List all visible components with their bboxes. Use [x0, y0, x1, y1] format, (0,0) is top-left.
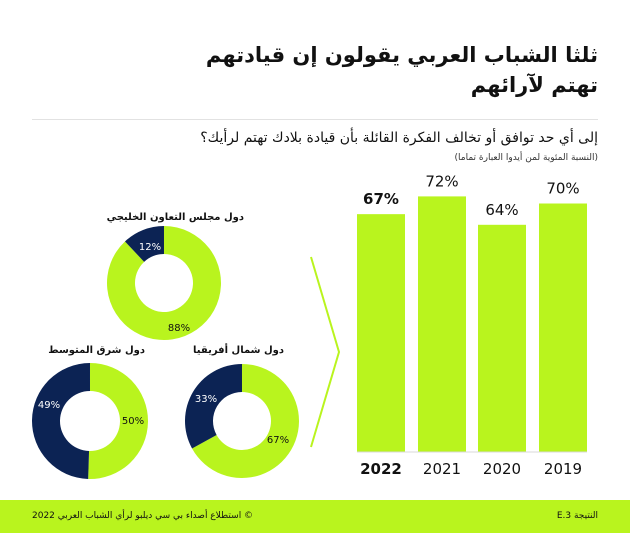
donut-title-levant: دول شرق المتوسط — [48, 345, 145, 356]
donut-title-gcc: دول مجلس التعاون الخليجي — [106, 212, 244, 223]
survey-question: إلى أي حد توافق أو تخالف الفكرة القائلة … — [200, 130, 598, 146]
donut-segment-north-africa-lime — [192, 364, 299, 478]
title-line-1: ثلثا الشباب العربي يقولون إن قيادتهم — [205, 43, 598, 67]
bar-value-label-2019: 70% — [546, 180, 579, 198]
bar-value-label-2022: 67% — [363, 190, 399, 208]
donut-value-label-levant-lime: 50% — [122, 416, 144, 427]
donut-segment-gcc-lime — [106, 226, 221, 340]
footer-bar: النتيجة 3.E © استطلاع أصداء بي سي ديلبو … — [0, 500, 630, 533]
donut-value-label-levant-navy: 49% — [38, 400, 60, 411]
donut-value-label-gcc-navy: 12% — [139, 242, 161, 253]
bar-2019 — [539, 203, 587, 452]
donut-segment-levant-lime — [88, 363, 149, 480]
donut-title-north-africa: دول شمال أفريقيا — [193, 345, 284, 356]
bar-category-label-2021: 2021 — [423, 460, 461, 478]
bar-value-label-2021: 72% — [425, 172, 458, 190]
donut-value-label-gcc-lime: 88% — [168, 323, 190, 334]
donut-value-label-north-africa-navy: 33% — [195, 394, 217, 405]
donut-segment-gcc-navy — [124, 226, 164, 262]
chevron-separator — [310, 256, 341, 448]
bar-2020 — [478, 224, 526, 452]
footer-finding-label: النتيجة 3.E — [556, 511, 598, 521]
bar-category-label-2022: 2022 — [360, 460, 402, 478]
survey-note: (النسبة المئوية لمن أيدوا العبارة تماما) — [454, 153, 599, 163]
title-line-2: تهتم لآرائهم — [470, 73, 598, 97]
donut-segment-north-africa-navy — [184, 364, 242, 449]
bar-2022 — [357, 214, 405, 452]
title-divider — [32, 119, 598, 120]
bar-2021 — [418, 196, 466, 452]
donut-value-label-north-africa-lime: 67% — [267, 435, 289, 446]
footer-copyright: © استطلاع أصداء بي سي ديلبو لرأي الشباب … — [32, 511, 254, 521]
bar-category-label-2019: 2019 — [544, 460, 582, 478]
page-title: ثلثا الشباب العربي يقولون إن قيادتهم تهت… — [38, 40, 598, 100]
bar-value-label-2020: 64% — [485, 201, 518, 219]
bar-category-label-2020: 2020 — [483, 460, 521, 478]
donut-segment-levant-navy — [32, 363, 90, 479]
